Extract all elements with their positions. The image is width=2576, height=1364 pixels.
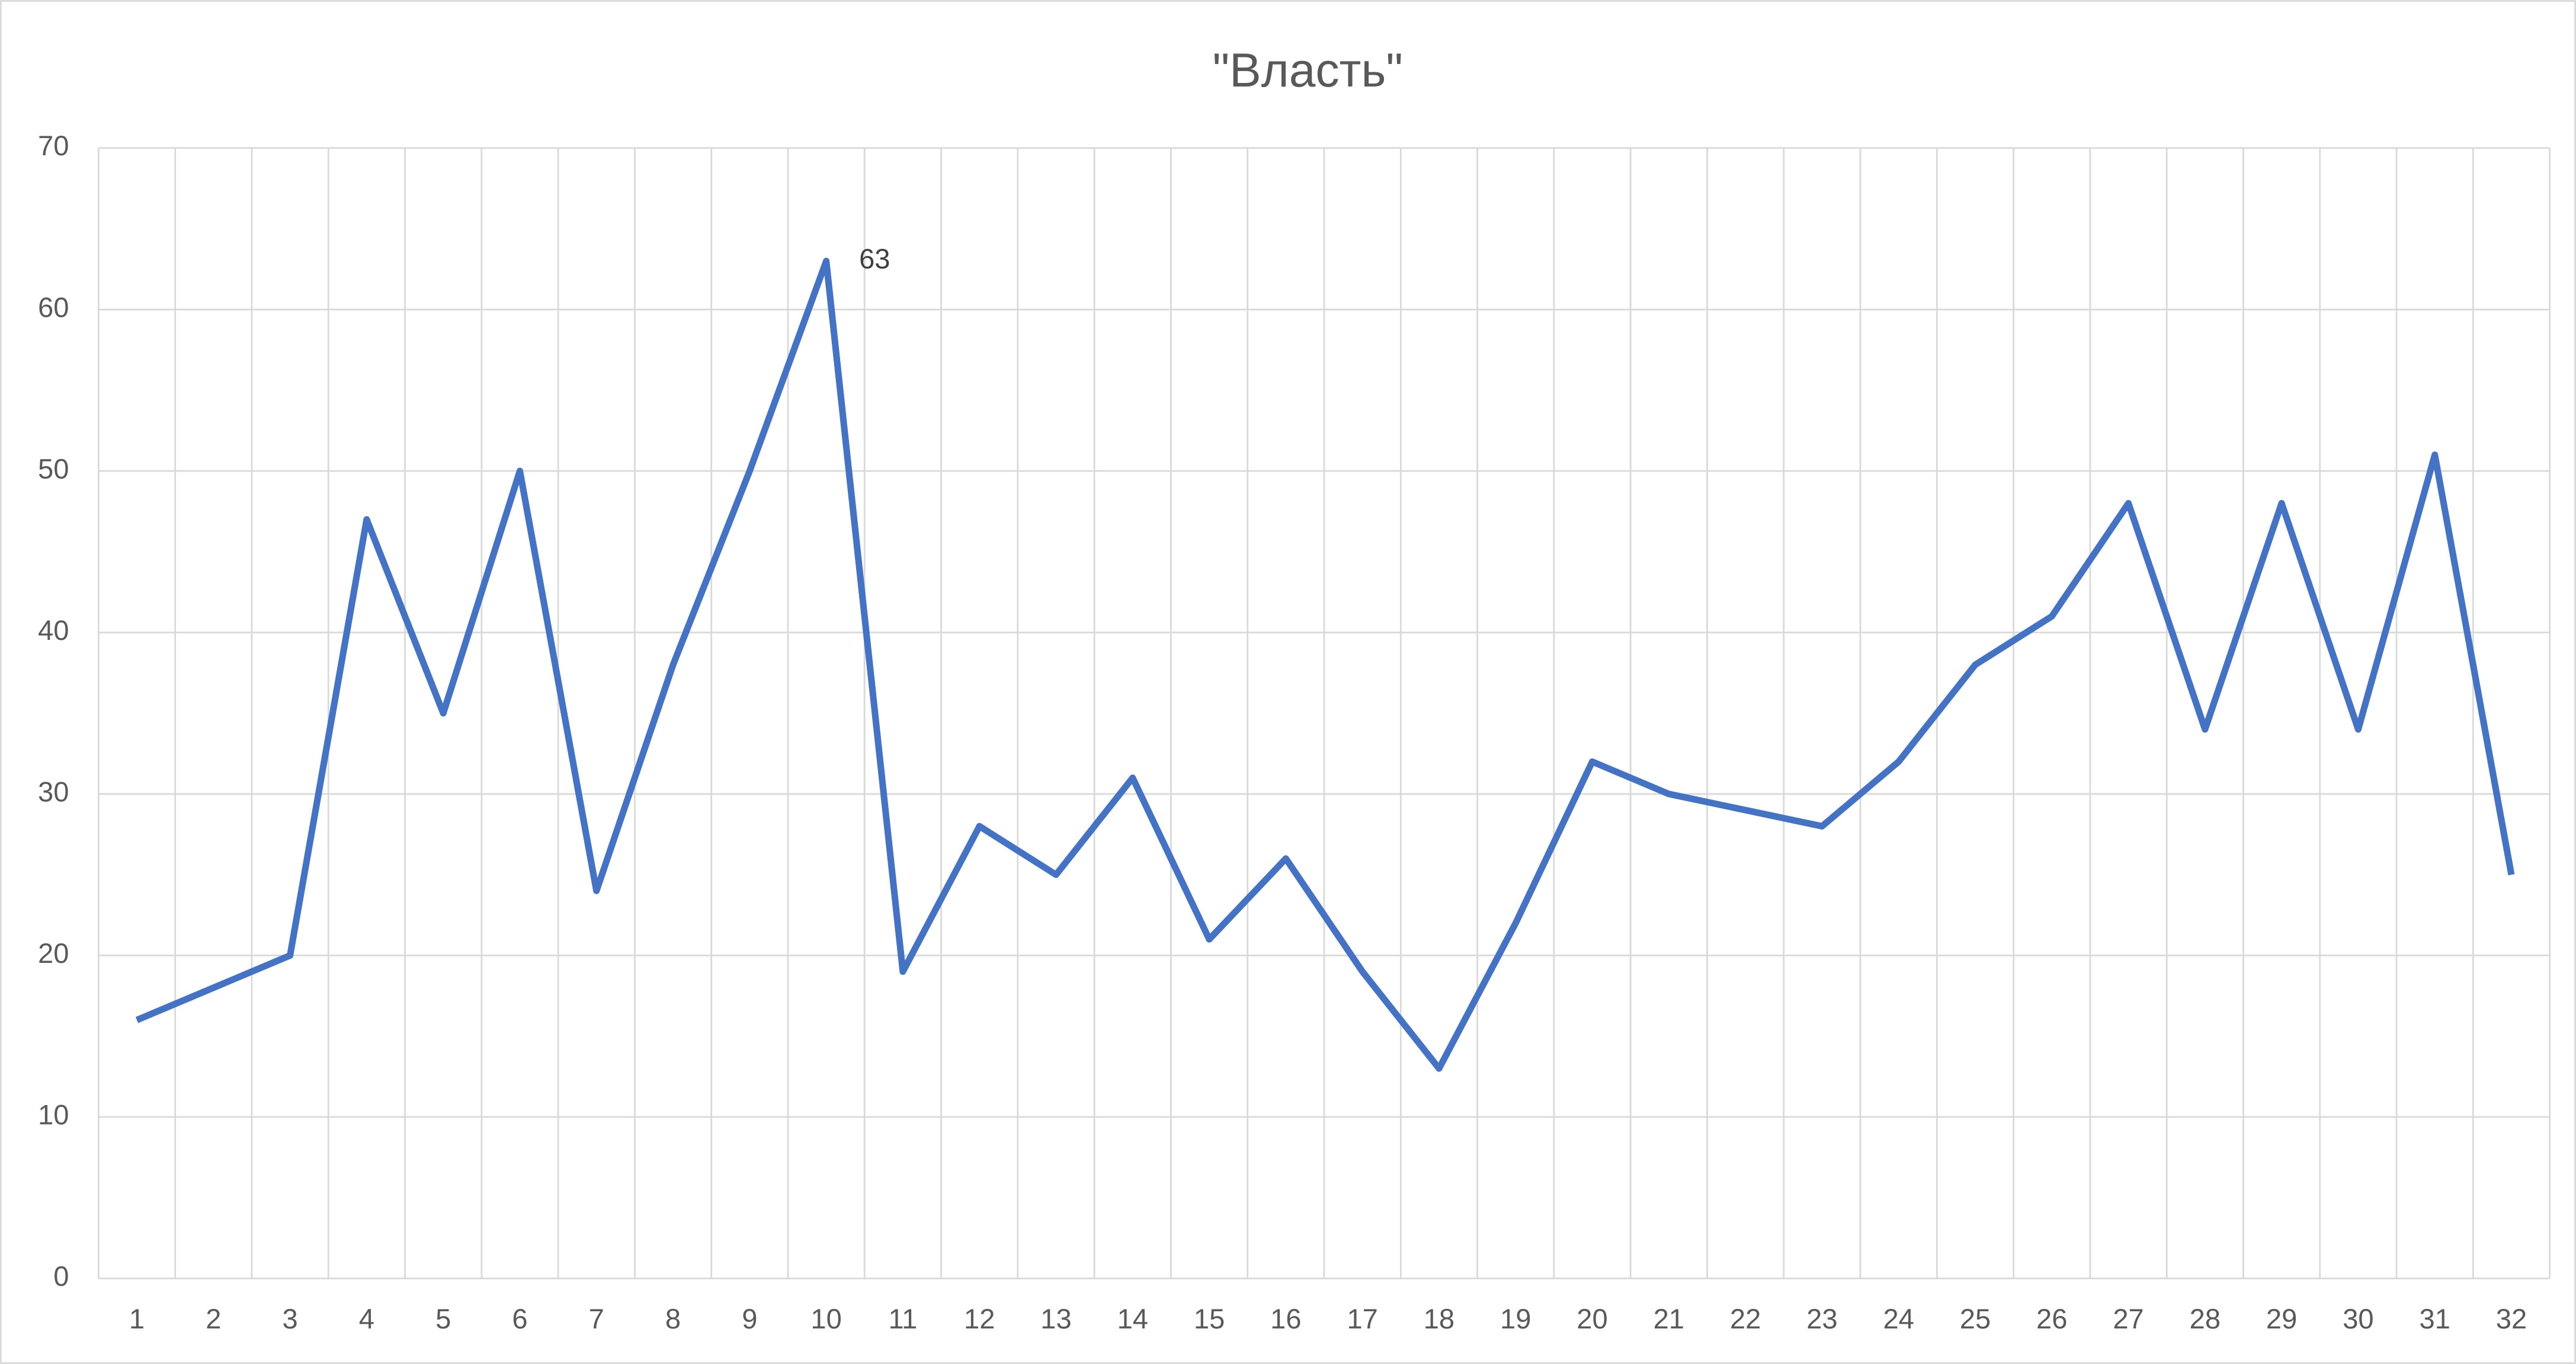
x-tick-label: 27 <box>2113 1303 2144 1334</box>
x-tick-label: 26 <box>2036 1303 2067 1334</box>
x-tick-label: 28 <box>2190 1303 2221 1334</box>
x-tick-label: 9 <box>742 1303 757 1334</box>
x-tick-label: 20 <box>1577 1303 1607 1334</box>
x-tick-label: 7 <box>589 1303 604 1334</box>
x-tick-label: 14 <box>1117 1303 1148 1334</box>
x-tick-label: 24 <box>1883 1303 1914 1334</box>
x-tick-label: 16 <box>1270 1303 1301 1334</box>
x-tick-label: 12 <box>964 1303 995 1334</box>
x-tick-label: 21 <box>1654 1303 1684 1334</box>
y-tick-label: 10 <box>38 1099 69 1130</box>
x-tick-label: 5 <box>435 1303 451 1334</box>
y-tick-label: 0 <box>53 1260 69 1292</box>
x-tick-label: 1 <box>129 1303 145 1334</box>
x-tick-label: 2 <box>206 1303 221 1334</box>
x-tick-label: 25 <box>1960 1303 1991 1334</box>
y-tick-label: 40 <box>38 614 69 646</box>
x-tick-label: 15 <box>1194 1303 1225 1334</box>
x-tick-label: 6 <box>512 1303 527 1334</box>
x-tick-label: 11 <box>888 1303 917 1334</box>
y-tick-label: 30 <box>38 776 69 807</box>
x-tick-label: 29 <box>2266 1303 2297 1334</box>
line-series <box>135 258 2515 1072</box>
y-tick-label: 50 <box>38 453 69 484</box>
x-tick-label: 17 <box>1347 1303 1377 1334</box>
x-tick-label: 13 <box>1040 1303 1071 1334</box>
x-tick-label: 19 <box>1500 1303 1531 1334</box>
x-tick-label: 3 <box>282 1303 297 1334</box>
y-tick-label: 70 <box>38 130 69 161</box>
x-tick-label: 31 <box>2419 1303 2450 1334</box>
x-tick-label: 22 <box>1730 1303 1761 1334</box>
x-tick-label: 30 <box>2343 1303 2373 1334</box>
x-tick-label: 18 <box>1424 1303 1454 1334</box>
y-tick-label: 60 <box>38 292 69 323</box>
y-tick-label: 20 <box>38 937 69 969</box>
x-tick-label: 8 <box>665 1303 681 1334</box>
x-tick-label: 10 <box>810 1303 841 1334</box>
x-tick-label: 23 <box>1806 1303 1837 1334</box>
x-tick-label: 32 <box>2496 1303 2527 1334</box>
chart-title: "Власть" <box>1213 44 1403 97</box>
data-label: 63 <box>859 243 890 274</box>
x-tick-label: 4 <box>359 1303 374 1334</box>
